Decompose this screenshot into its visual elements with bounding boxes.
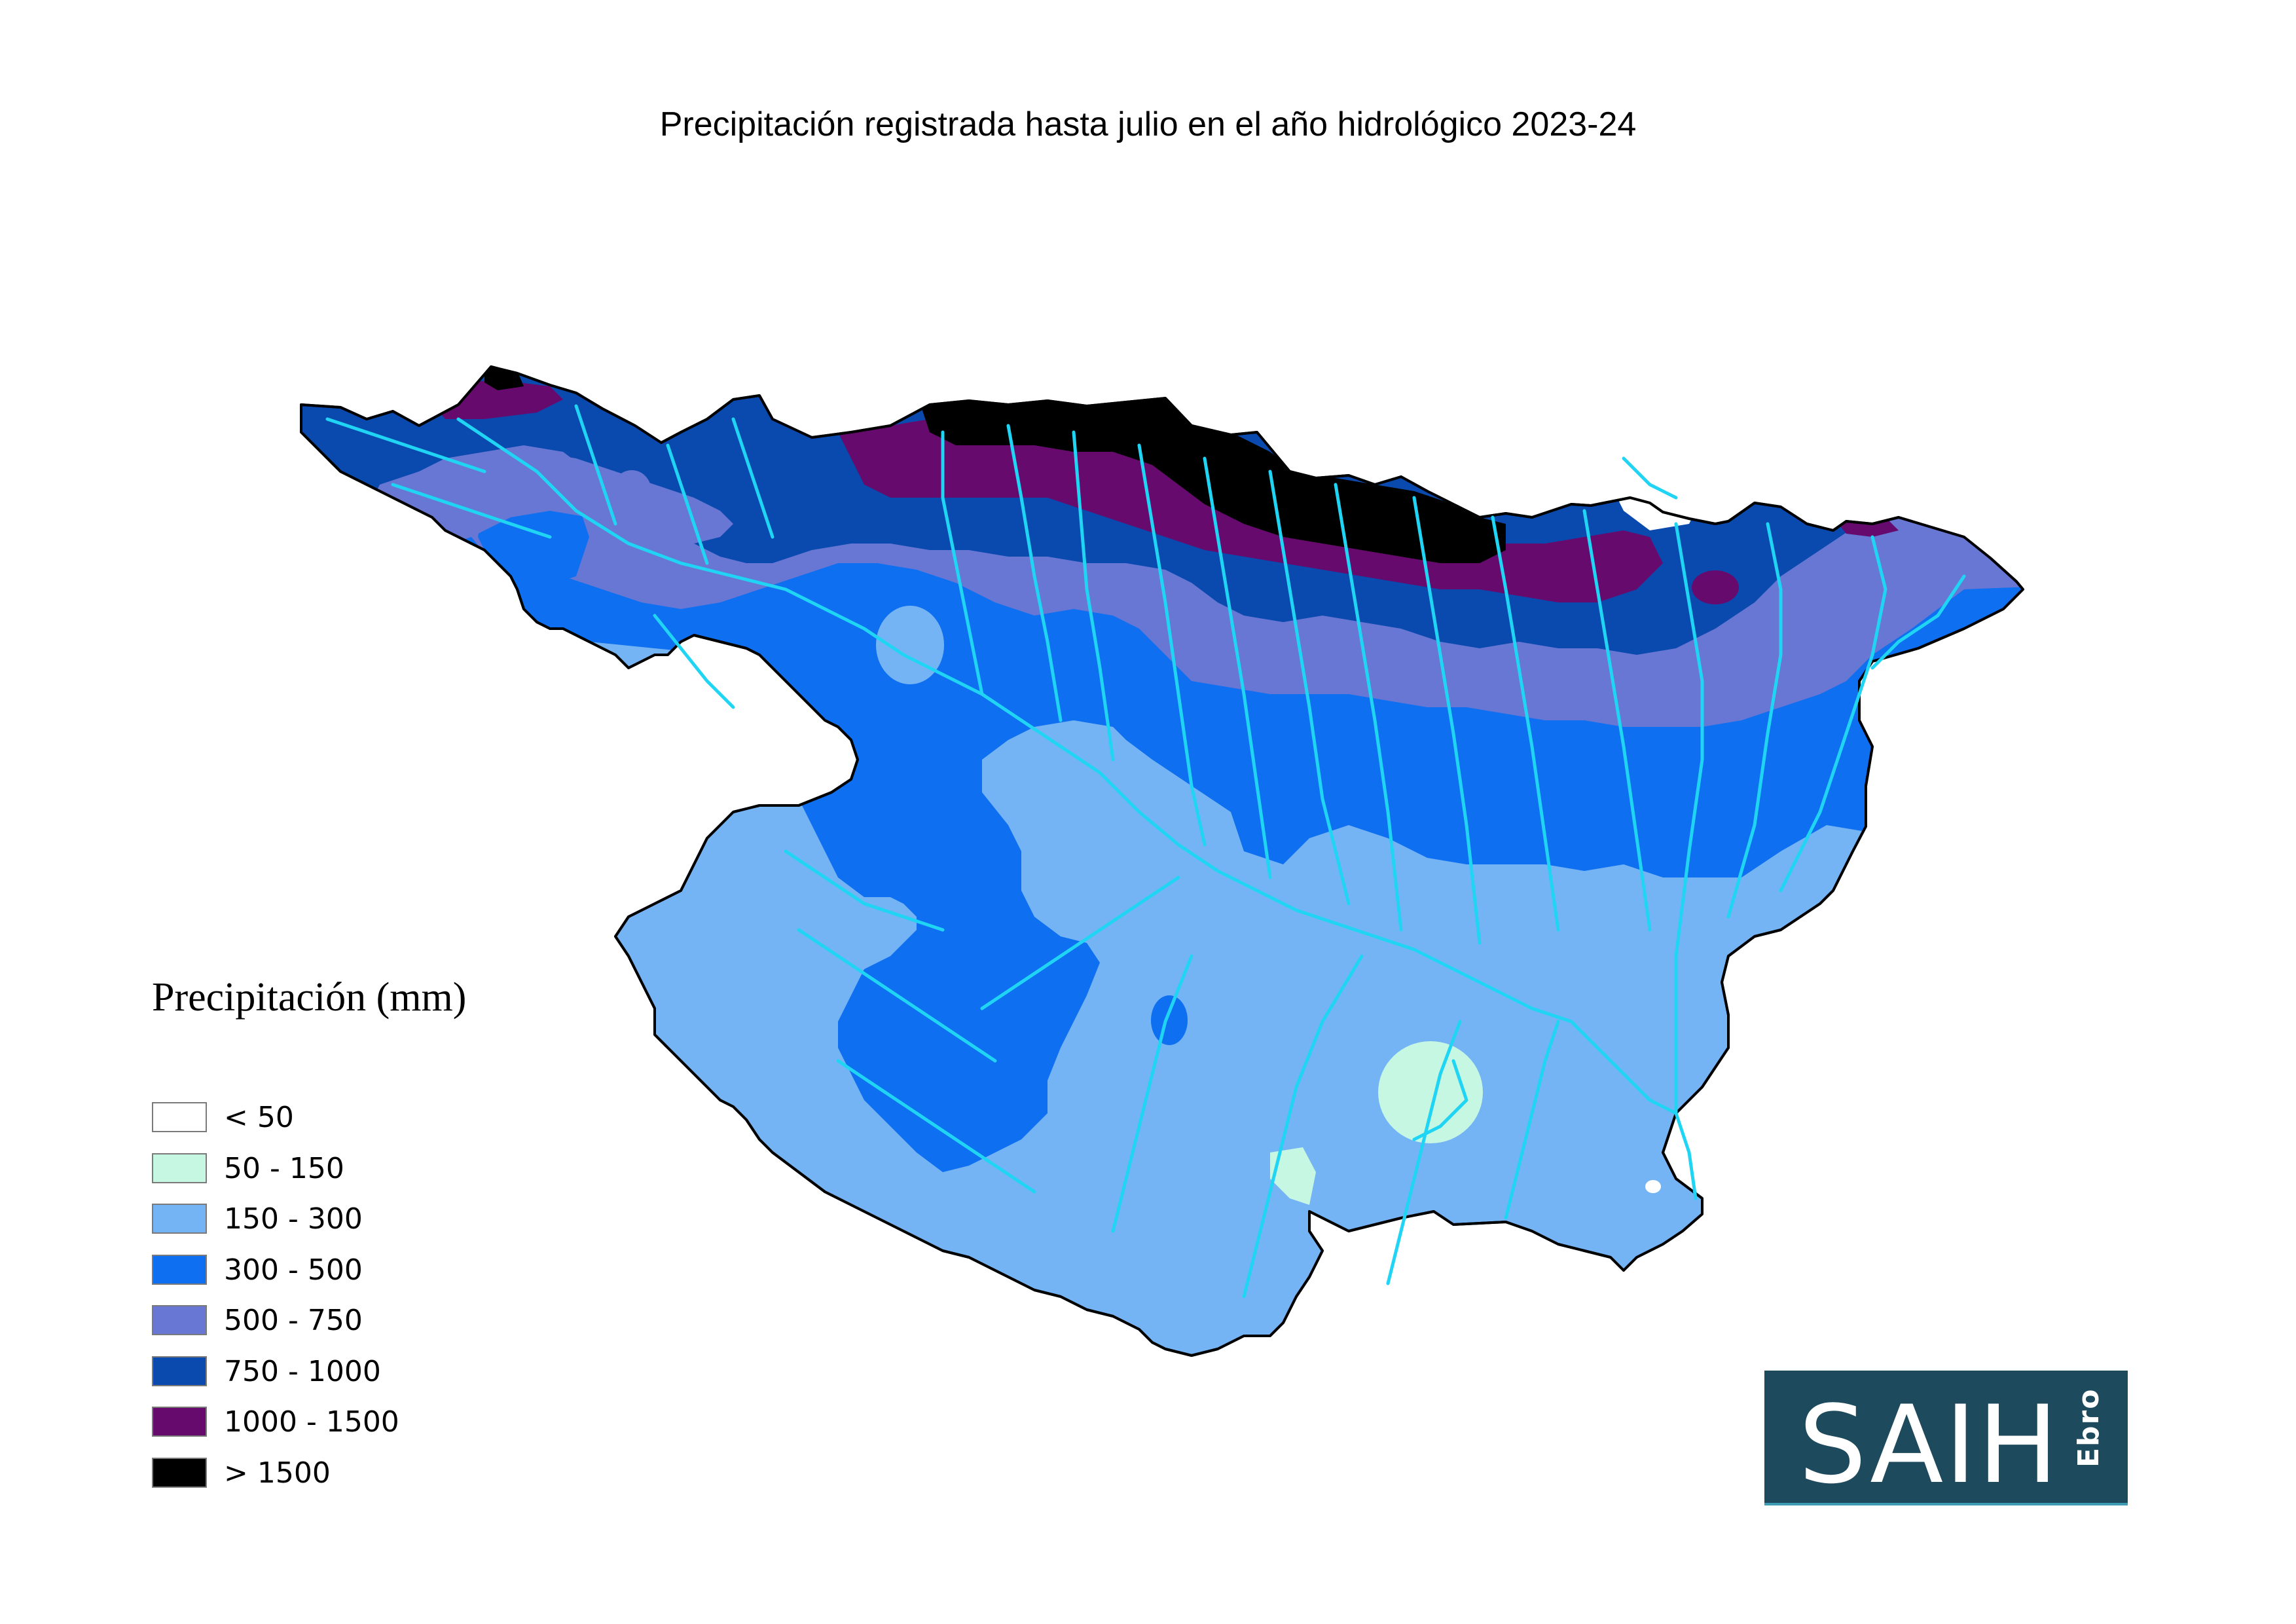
saih-ebro-logo: SAIH Ebro (1764, 1371, 2128, 1507)
legend-label: 1000 - 1500 (224, 1405, 399, 1439)
legend-swatch (152, 1305, 207, 1335)
legend-swatch (152, 1457, 207, 1488)
legend-label: < 50 (224, 1101, 294, 1134)
legend-title: Precipitación (mm) (152, 975, 467, 1020)
legend-swatch (152, 1407, 207, 1437)
legend-swatch (152, 1356, 207, 1386)
map-title: Precipitación registrada hasta julio en … (659, 105, 1637, 143)
legend-swatch (152, 1153, 207, 1183)
legend-swatch (152, 1204, 207, 1234)
legend-swatch (152, 1102, 207, 1132)
legend-label: 150 - 300 (224, 1202, 363, 1236)
logo-text: SAIH (1798, 1382, 2060, 1507)
river-network (325, 404, 1966, 1299)
legend-label: 500 - 750 (224, 1304, 363, 1337)
logo-subtext: Ebro (2072, 1388, 2105, 1467)
legend-label: 50 - 150 (224, 1151, 344, 1185)
legend-label: > 1500 (224, 1456, 331, 1490)
legend-label: 750 - 1000 (224, 1354, 381, 1388)
legend-label: 300 - 500 (224, 1253, 363, 1287)
legend-swatch (152, 1254, 207, 1285)
